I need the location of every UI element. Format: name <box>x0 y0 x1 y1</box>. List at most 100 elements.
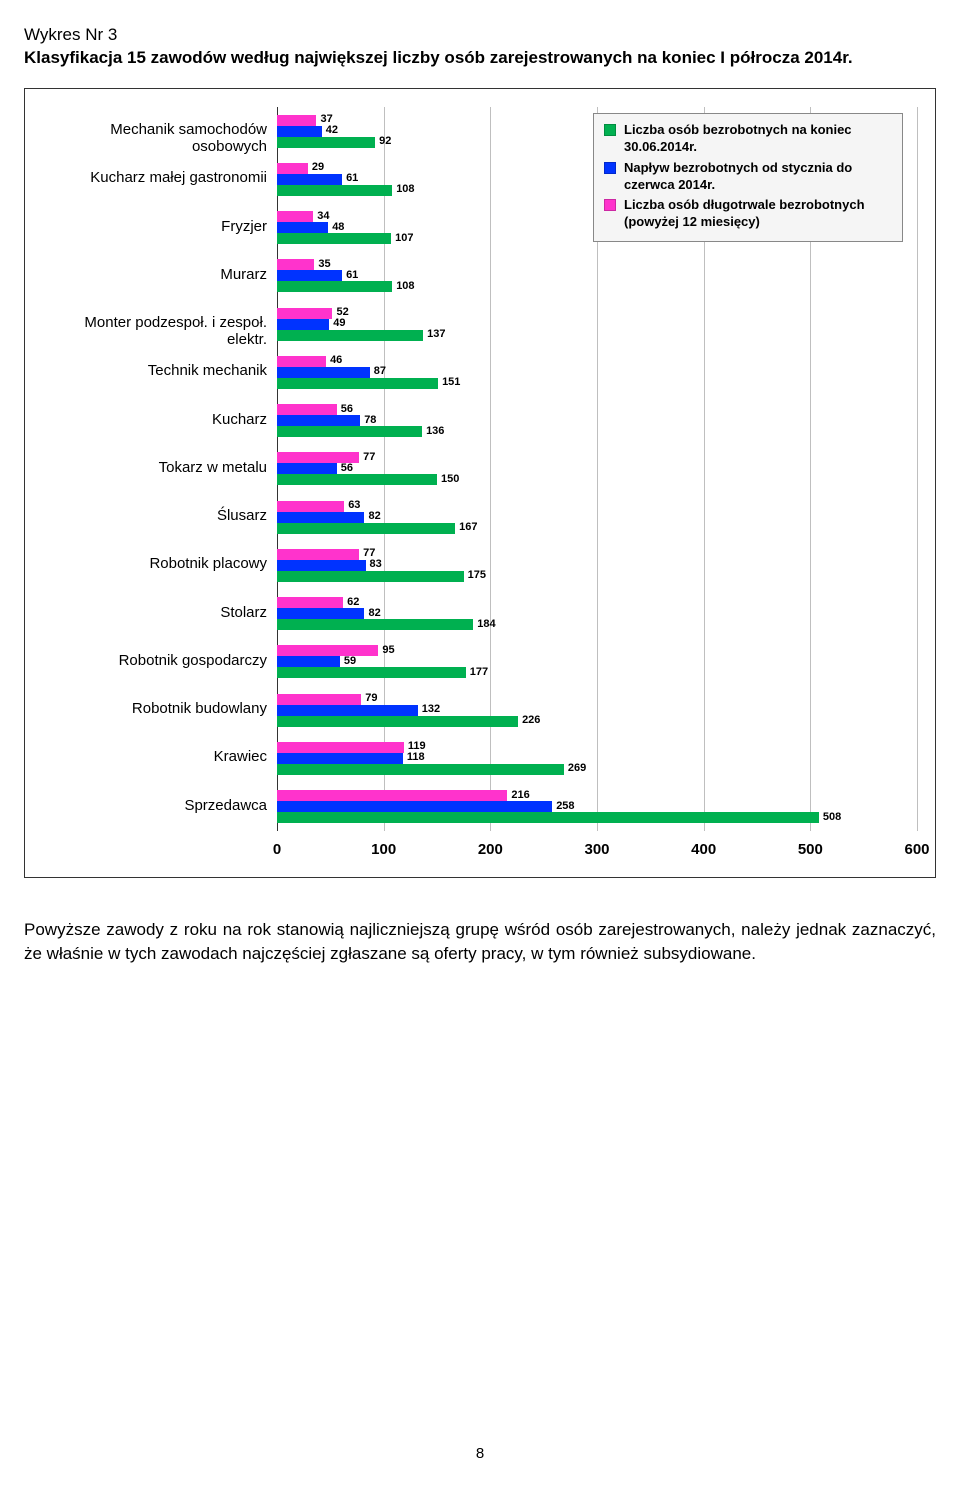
bar-value-label: 167 <box>459 521 477 533</box>
legend-item: Napływ bezrobotnych od stycznia do czerw… <box>604 160 892 194</box>
category-label: Kucharz małej gastronomii <box>41 169 271 186</box>
legend-swatch <box>604 162 616 174</box>
bar <box>277 501 344 512</box>
bar <box>277 378 438 389</box>
bar <box>277 549 359 560</box>
bar <box>277 415 360 426</box>
bar-value-label: 118 <box>407 751 425 763</box>
bar-value-label: 151 <box>442 376 460 388</box>
bar-value-label: 150 <box>441 473 459 485</box>
category-label: Technik mechanik <box>41 362 271 379</box>
x-axis-tick-label: 0 <box>273 841 281 858</box>
bar <box>277 174 342 185</box>
bar <box>277 812 819 823</box>
bar <box>277 705 418 716</box>
bar <box>277 233 391 244</box>
bar <box>277 137 375 148</box>
bar-value-label: 132 <box>422 703 440 715</box>
title-line-1: Wykres Nr 3 <box>24 24 936 47</box>
bar-value-label: 61 <box>346 172 358 184</box>
bar <box>277 330 423 341</box>
category-labels: Mechanik samochodów osobowychKucharz mał… <box>39 107 271 831</box>
legend-item: Liczba osób długotrwale bezrobotnych (po… <box>604 197 892 231</box>
bar-value-label: 61 <box>346 269 358 281</box>
bar <box>277 474 437 485</box>
bar <box>277 716 518 727</box>
bar <box>277 656 340 667</box>
bar-value-label: 77 <box>363 451 375 463</box>
bar <box>277 367 370 378</box>
bar-value-label: 59 <box>344 655 356 667</box>
bar <box>277 619 473 630</box>
bar <box>277 163 308 174</box>
bar-value-label: 508 <box>823 811 841 823</box>
category-label: Kucharz <box>41 411 271 428</box>
legend-label: Liczba osób bezrobotnych na koniec 30.06… <box>624 122 892 156</box>
x-axis-tick-label: 300 <box>584 841 609 858</box>
category-label: Robotnik gospodarczy <box>41 652 271 669</box>
x-axis-labels: 0100200300400500600 <box>277 841 917 863</box>
legend-swatch <box>604 124 616 136</box>
bar-value-label: 184 <box>477 618 495 630</box>
category-label: Robotnik placowy <box>41 555 271 572</box>
bar-value-label: 56 <box>341 403 353 415</box>
bar-value-label: 48 <box>332 221 344 233</box>
bar-value-label: 108 <box>396 280 414 292</box>
bar <box>277 523 455 534</box>
bar-value-label: 83 <box>370 558 382 570</box>
x-axis-tick-label: 200 <box>478 841 503 858</box>
bar-value-label: 95 <box>382 644 394 656</box>
bar <box>277 281 392 292</box>
bar <box>277 270 342 281</box>
x-axis-tick-label: 600 <box>904 841 929 858</box>
bar <box>277 115 316 126</box>
bar <box>277 645 378 656</box>
bar-value-label: 34 <box>317 210 329 222</box>
bar <box>277 356 326 367</box>
title-line-2: Klasyfikacja 15 zawodów według największ… <box>24 47 936 70</box>
gridline <box>917 107 918 831</box>
bar <box>277 742 404 753</box>
bar-value-label: 82 <box>368 607 380 619</box>
bar-value-label: 29 <box>312 161 324 173</box>
x-axis-tick-label: 500 <box>798 841 823 858</box>
description-paragraph: Powyższe zawody z roku na rok stanowią n… <box>24 918 936 966</box>
category-label: Robotnik budowlany <box>41 700 271 717</box>
category-label: Sprzedawca <box>41 797 271 814</box>
bar <box>277 308 332 319</box>
bar <box>277 667 466 678</box>
bar-value-label: 177 <box>470 666 488 678</box>
category-label: Ślusarz <box>41 507 271 524</box>
bar <box>277 426 422 437</box>
bar <box>277 404 337 415</box>
bar <box>277 259 314 270</box>
bar <box>277 560 366 571</box>
bar-value-label: 46 <box>330 354 342 366</box>
category-label: Tokarz w metalu <box>41 459 271 476</box>
category-label: Stolarz <box>41 604 271 621</box>
bar-value-label: 216 <box>511 789 529 801</box>
bar-value-label: 56 <box>341 462 353 474</box>
bar-value-label: 92 <box>379 135 391 147</box>
bar <box>277 319 329 330</box>
bar-value-label: 63 <box>348 499 360 511</box>
bar-value-label: 35 <box>318 258 330 270</box>
bar <box>277 126 322 137</box>
bar <box>277 512 364 523</box>
bar-value-label: 107 <box>395 232 413 244</box>
category-label: Monter podzespoł. i zespoł. elektr. <box>41 314 271 348</box>
bar <box>277 753 403 764</box>
page-number: 8 <box>24 1445 936 1462</box>
bar <box>277 608 364 619</box>
bar-value-label: 49 <box>333 317 345 329</box>
bar <box>277 694 361 705</box>
bar <box>277 597 343 608</box>
category-label: Murarz <box>41 266 271 283</box>
legend-swatch <box>604 199 616 211</box>
bar-value-label: 136 <box>426 425 444 437</box>
bar-value-label: 79 <box>365 692 377 704</box>
bar-value-label: 137 <box>427 328 445 340</box>
bar <box>277 571 464 582</box>
bar <box>277 463 337 474</box>
bar-value-label: 42 <box>326 124 338 136</box>
